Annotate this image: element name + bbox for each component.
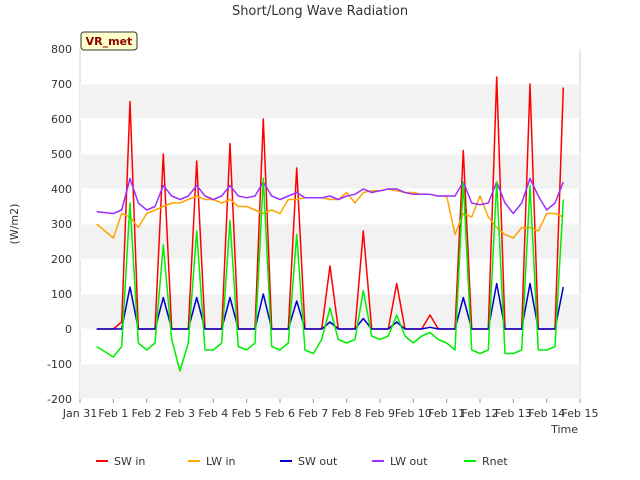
y-tick-label: -200 [47,393,72,406]
y-tick-label: 300 [51,218,72,231]
x-tick-label: Feb 10 [395,407,432,420]
legend-label: SW out [298,455,338,468]
x-tick-label: Feb 15 [562,407,599,420]
y-axis-ticks: -200 -100 0 100 200 300 400 500 600 700 800 [47,43,72,406]
grid-band [80,84,580,119]
series-lines [96,76,565,372]
x-tick-label: Feb 14 [528,407,565,420]
legend-label: LW out [390,455,428,468]
y-tick-label: 400 [51,183,72,196]
y-tick-label: 0 [65,323,72,336]
x-tick-label: Feb 6 [265,407,295,420]
y-tick-label: 600 [51,113,72,126]
y-tick-label: 200 [51,253,72,266]
x-tick-label: Feb 13 [495,407,532,420]
x-tick-label: Feb 2 [132,407,162,420]
x-tick-label: Feb 1 [98,407,128,420]
grid-band [80,224,580,259]
x-tick-label: Feb 5 [232,407,262,420]
y-tick-label: -100 [47,358,72,371]
x-tick-label: Feb 3 [165,407,195,420]
y-tick-label: 100 [51,288,72,301]
station-badge: VR_met [80,31,138,51]
x-tick-label: Feb 7 [298,407,328,420]
station-badge-label: VR_met [86,35,133,48]
x-tick-label: Jan 31 [62,407,97,420]
x-tick-label: Feb 11 [428,407,465,420]
x-tick-label: Feb 12 [462,407,499,420]
station-badge-box [80,31,138,51]
grid-band [80,364,580,399]
x-tick-label: Feb 9 [365,407,395,420]
x-axis-ticks: Jan 31 Feb 1 Feb 2 Feb 3 Feb 4 Feb 5 Feb 6 Feb … [62,399,599,420]
x-axis-label: Time [550,423,578,436]
legend-label: Rnet [482,455,508,468]
x-tick-label: Feb 8 [332,407,362,420]
x-tick-label: Feb 4 [198,407,228,420]
legend: SW in LW in SW out LW out Rnet [96,455,508,468]
legend-label: SW in [114,455,145,468]
y-axis-label: (W/m2) [8,204,21,245]
y-tick-label: 700 [51,78,72,91]
chart-title: Short/Long Wave Radiation [232,4,408,19]
series-line-rnet [96,177,565,372]
legend-label: LW in [206,455,236,468]
grid-band [80,154,580,189]
y-tick-label: 800 [51,43,72,56]
series-line-lw-in [96,188,564,239]
series-line-lw-out [96,177,564,215]
y-tick-label: 500 [51,148,72,161]
